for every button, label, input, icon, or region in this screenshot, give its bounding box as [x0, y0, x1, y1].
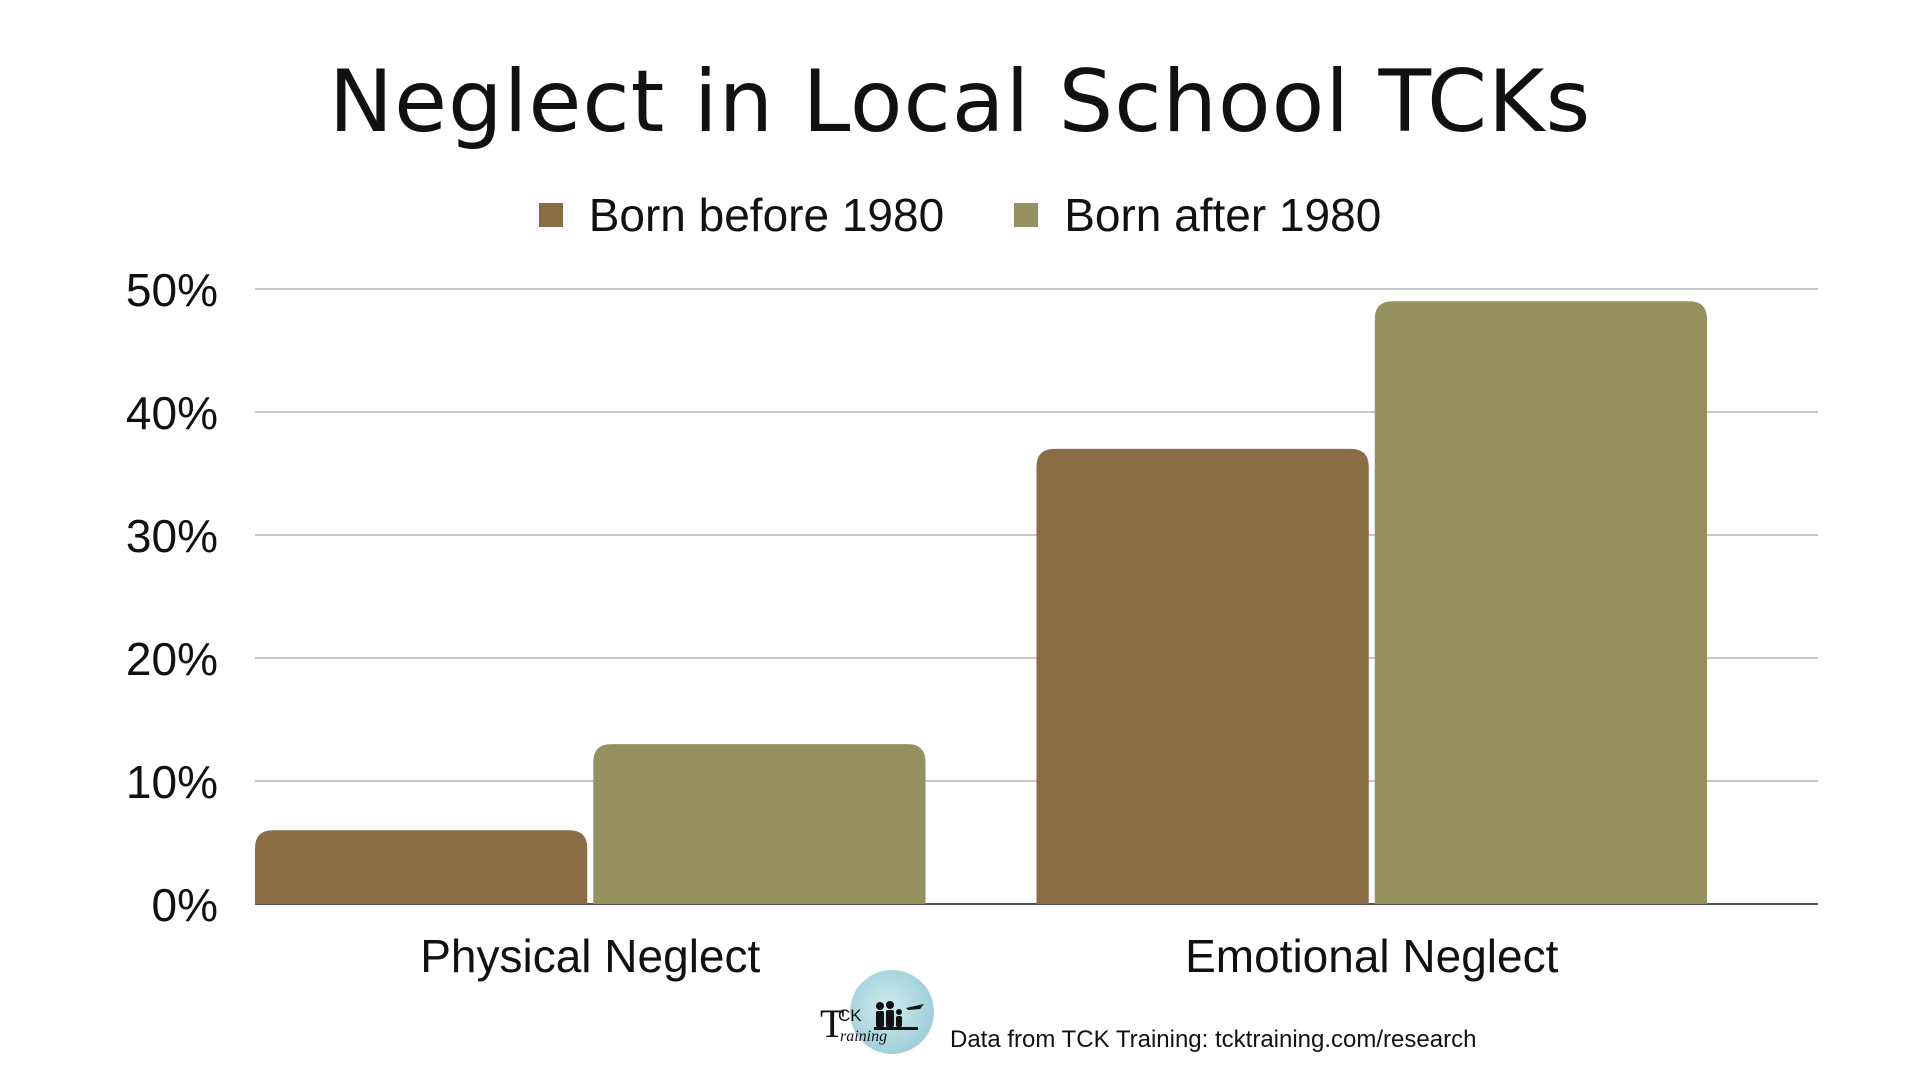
legend-swatch-born-after-1980 [1014, 203, 1039, 227]
data-source-note: Data from TCK Training: tcktraining.com/… [950, 1026, 1477, 1053]
y-tick-label: 0% [152, 879, 218, 931]
legend-item-born-after-1980: Born after 1980 [1014, 188, 1381, 242]
x-category-label: Emotional Neglect [1185, 930, 1559, 982]
bar-emotional-neglect-series-1 [1036, 448, 1369, 904]
legend: Born before 1980 Born after 1980 [0, 188, 1920, 242]
y-tick-label: 40% [126, 387, 218, 439]
footer: T CK raining Data from TCK Training: tck… [820, 968, 1476, 1058]
tck-training-logo: T CK raining [820, 970, 938, 1058]
legend-label-born-before-1980: Born before 1980 [588, 189, 945, 241]
legend-label-born-after-1980: Born after 1980 [1064, 189, 1382, 241]
y-tick-label: 50% [126, 264, 218, 316]
y-tick-label: 30% [126, 510, 218, 562]
legend-swatch-born-before-1980 [538, 203, 563, 227]
y-tick-label: 20% [126, 633, 218, 685]
y-tick-label: 10% [126, 756, 218, 808]
logo-letters-ck: CK [838, 1006, 862, 1025]
x-category-label: Physical Neglect [420, 930, 760, 982]
bar-physical-neglect-series-1 [255, 830, 588, 904]
bar-emotional-neglect-series-2 [1374, 301, 1708, 904]
bar-physical-neglect-series-2 [593, 744, 926, 904]
chart-title: Neglect in Local School TCKs [328, 52, 1592, 152]
logo-letter-t: T [820, 1001, 845, 1046]
legend-item-born-before-1980: Born before 1980 [538, 188, 945, 242]
family-figures-icon [874, 1001, 924, 1030]
logo-word-raining: raining [840, 1028, 888, 1045]
